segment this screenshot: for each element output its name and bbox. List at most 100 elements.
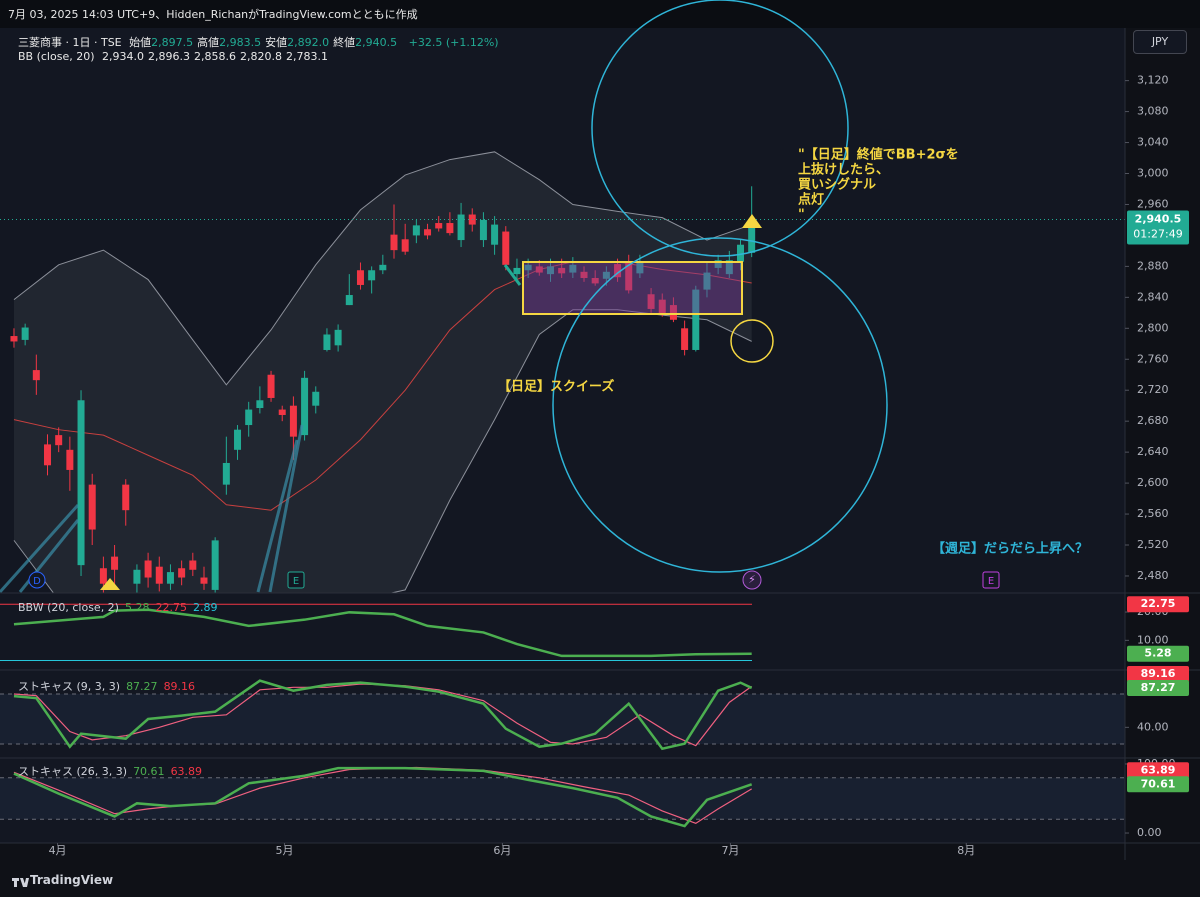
candle-body bbox=[569, 264, 577, 273]
trend-line bbox=[256, 439, 299, 593]
pane-title: BBW (20, close, 2) bbox=[18, 601, 119, 614]
event-icon bbox=[742, 570, 762, 590]
y-tick-label: 2,680 bbox=[1137, 414, 1169, 427]
candle-body bbox=[412, 225, 420, 236]
annotation: "【日足】終値でBB+2σを bbox=[798, 147, 959, 163]
candle-body bbox=[602, 271, 610, 279]
candle-body bbox=[636, 261, 644, 274]
hline-band bbox=[0, 777, 1125, 820]
candle-body bbox=[502, 231, 510, 265]
candle-body bbox=[256, 400, 264, 409]
annotation: 買いシグナル bbox=[798, 177, 876, 193]
bb-value: 2,896.3 bbox=[148, 50, 190, 63]
annotation: 上抜けしたら、 bbox=[798, 162, 889, 178]
y-tick-label: 0.00 bbox=[1137, 826, 1162, 839]
y-tick-label: 3,080 bbox=[1137, 105, 1169, 118]
y-tick-label: 2,840 bbox=[1137, 290, 1169, 303]
y-tick-label: 40.00 bbox=[1137, 720, 1169, 733]
candle-body bbox=[234, 429, 242, 450]
ohlc-value: 2,897.5 bbox=[151, 36, 194, 49]
candle-body bbox=[66, 449, 74, 470]
candle-body bbox=[457, 214, 465, 241]
pane-legend-value: 5.28 bbox=[125, 601, 150, 614]
symbol: 三菱商事 · 1日 · TSE bbox=[18, 36, 122, 49]
y-tick-label: 2,880 bbox=[1137, 259, 1169, 272]
brand: TradingView bbox=[30, 873, 114, 887]
y-tick-label: 3,000 bbox=[1137, 167, 1169, 180]
candle-body bbox=[748, 219, 756, 253]
trend-line bbox=[268, 424, 304, 593]
value-tag-label: 63.89 bbox=[1141, 763, 1176, 776]
bb-title: BB (close, 20) bbox=[18, 50, 95, 63]
x-tick-label: 7月 bbox=[721, 844, 739, 857]
ohlc-legend: 始値2,897.5 高値2,983.5 安値2,892.0 終値2,940.5 bbox=[129, 36, 401, 49]
y-tick-label: 3,040 bbox=[1137, 136, 1169, 149]
pane-legend: ストキャス (26, 3, 3) 70.61 63.89 bbox=[18, 765, 202, 778]
price-tag bbox=[1127, 210, 1189, 245]
candle-body bbox=[546, 266, 554, 275]
ohlc-value: 2,892.0 bbox=[287, 36, 330, 49]
pane-title: ストキャス (26, 3, 3) bbox=[18, 765, 127, 778]
y-tick-label: 10.00 bbox=[1137, 633, 1169, 646]
indicator-panes: BBW (20, close, 2) 5.28 22.75 2.89 ストキャス (9,… bbox=[0, 601, 1125, 828]
candle-body bbox=[144, 560, 152, 578]
candle-body bbox=[535, 266, 543, 273]
candle-body bbox=[479, 219, 487, 241]
candle-body bbox=[301, 377, 309, 436]
bb-value: 2,820.8 bbox=[240, 50, 282, 63]
event-icon-glyph: ⚡ bbox=[748, 573, 756, 586]
candle-body bbox=[111, 556, 119, 570]
candle-body bbox=[88, 484, 96, 530]
candle-body bbox=[580, 271, 588, 278]
candle-body bbox=[356, 270, 364, 285]
value-tag bbox=[1127, 762, 1189, 779]
bb-value: 2,858.6 bbox=[194, 50, 236, 63]
y-tick-label: 2,600 bbox=[1137, 476, 1169, 489]
y-tick-label: 2,480 bbox=[1137, 569, 1169, 582]
candle-body bbox=[44, 444, 52, 466]
pane-legend-value: 70.61 bbox=[133, 765, 165, 778]
y-tick-label: 2,800 bbox=[1137, 321, 1169, 334]
candle-body bbox=[714, 260, 722, 268]
candle-body bbox=[189, 560, 197, 570]
change: +32.5 (+1.12%) bbox=[408, 36, 499, 49]
indicator-line bbox=[13, 766, 753, 828]
x-tick-label: 5月 bbox=[275, 844, 293, 857]
candle-body bbox=[736, 244, 744, 262]
ohlc-value: 2,983.5 bbox=[219, 36, 262, 49]
annotation: 点灯 bbox=[798, 192, 824, 208]
candle-body bbox=[390, 234, 398, 251]
candle-body bbox=[524, 264, 532, 271]
pane-legend: BBW (20, close, 2) 5.28 22.75 2.89 bbox=[18, 601, 217, 614]
candle-body bbox=[669, 305, 677, 320]
ohlc-label: 終値 bbox=[333, 36, 356, 49]
value-tag-label: 5.28 bbox=[1144, 647, 1171, 660]
symbol-legend: 三菱商事 · 1日 · TSE 始値2,897.5 高値2,983.5 安値2,89… bbox=[18, 34, 503, 50]
annotation: 【週足】だらだら上昇へ？ bbox=[932, 541, 1088, 557]
x-tick-label: 6月 bbox=[493, 844, 511, 857]
trend-line bbox=[503, 264, 522, 286]
candle-body bbox=[558, 267, 566, 274]
signal-triangle bbox=[742, 214, 762, 228]
candle-body bbox=[133, 569, 141, 584]
candle-body bbox=[267, 374, 275, 398]
pane-legend: ストキャス (9, 3, 3) 87.27 89.16 bbox=[18, 680, 195, 693]
bb-legend: BB (close, 20) 2,934.0 2,896.3 2,858.6 2,82… bbox=[18, 50, 332, 63]
squeeze-box bbox=[522, 261, 743, 315]
candle-body bbox=[278, 409, 286, 415]
annotation: " bbox=[798, 208, 805, 223]
y-tick-label: 3,120 bbox=[1137, 74, 1169, 87]
candle-body bbox=[155, 566, 163, 584]
candle-body bbox=[345, 295, 353, 306]
candle-body bbox=[625, 261, 633, 291]
circle-drawing bbox=[730, 319, 774, 363]
event-marker bbox=[982, 571, 1000, 589]
candle-body bbox=[446, 223, 454, 234]
y-tick-label: 2,640 bbox=[1137, 445, 1169, 458]
candle-body bbox=[122, 484, 130, 511]
currency-button[interactable]: JPY bbox=[1133, 30, 1187, 54]
value-tag-label: 70.61 bbox=[1141, 777, 1176, 790]
candle-body bbox=[200, 577, 208, 584]
x-tick-label: 8月 bbox=[957, 844, 975, 857]
indicator-line bbox=[13, 679, 753, 751]
